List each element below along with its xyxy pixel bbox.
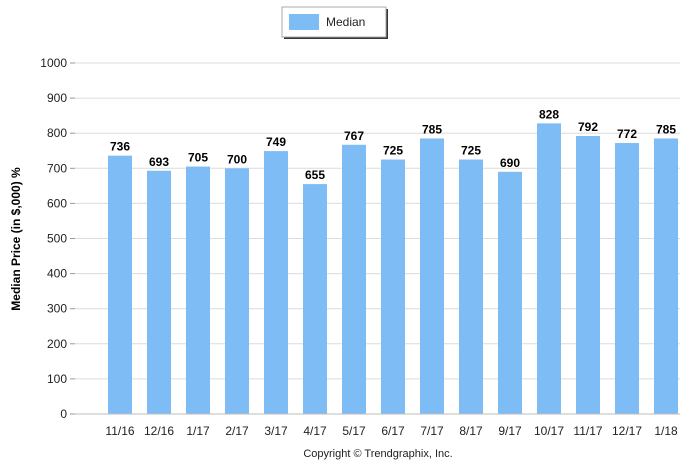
bar: [225, 168, 249, 414]
data-label: 690: [500, 156, 520, 170]
data-labels: 736 693 705 700 749 655 767 725 785 725 690 828 792 7…: [110, 107, 676, 182]
legend: Median: [281, 6, 388, 39]
bar: [264, 151, 288, 414]
x-tick-label: 8/17: [459, 424, 483, 438]
y-axis-title: Median Price (in $,000) %: [9, 167, 23, 311]
y-tick-label: 500: [47, 232, 67, 246]
data-label: 705: [188, 151, 208, 165]
y-tick-label: 300: [47, 302, 67, 316]
x-tick-label: 3/17: [264, 424, 288, 438]
bar: [420, 138, 444, 414]
x-tick-label: 1/17: [186, 424, 210, 438]
data-label: 725: [383, 144, 403, 158]
bar: [381, 159, 405, 414]
bar: [459, 159, 483, 414]
x-tick-label: 9/17: [498, 424, 522, 438]
data-label: 655: [305, 168, 325, 182]
y-tick-label: 200: [47, 337, 67, 351]
bars: [108, 123, 678, 414]
bar: [108, 155, 132, 414]
y-tick-label: 100: [47, 372, 67, 386]
y-tick-label: 1000: [40, 56, 67, 70]
bar: [147, 170, 171, 414]
data-label: 700: [227, 152, 247, 166]
x-tick-label: 5/17: [342, 424, 366, 438]
data-label: 785: [656, 122, 676, 136]
bar: [498, 171, 522, 414]
bar: [303, 184, 327, 414]
x-tick-labels: 11/16 12/16 1/17 2/17 3/17 4/17 5/17 6/17 7/17 8/…: [105, 424, 678, 438]
x-tick-label: 10/17: [534, 424, 564, 438]
data-label: 725: [461, 144, 481, 158]
data-label: 772: [617, 127, 637, 141]
legend-swatch: [289, 14, 319, 30]
data-label: 736: [110, 140, 130, 154]
bar: [615, 143, 639, 414]
x-tick-label: 12/16: [144, 424, 174, 438]
bar: [537, 123, 561, 414]
legend-label: Median: [326, 15, 365, 29]
x-tick-label: 11/16: [105, 424, 134, 438]
y-tick-labels: 0 100 200 300 400 500 600 700 800 900 1000: [40, 56, 75, 421]
y-tick-label: 0: [60, 407, 67, 421]
x-tick-label: 2/17: [225, 424, 249, 438]
bar: [186, 166, 210, 414]
data-label: 767: [344, 129, 364, 143]
y-tick-label: 700: [47, 161, 67, 175]
bar: [576, 136, 600, 414]
data-label: 828: [539, 107, 559, 121]
x-tick-label: 1/18: [654, 424, 678, 438]
x-tick-label: 6/17: [381, 424, 405, 438]
copyright-footer: Copyright © Trendgraphix, Inc.: [303, 448, 452, 460]
bar: [654, 138, 678, 414]
x-tick-label: 4/17: [303, 424, 327, 438]
x-tick-label: 7/17: [420, 424, 444, 438]
data-label: 693: [149, 155, 169, 169]
data-label: 749: [266, 135, 286, 149]
y-tick-label: 800: [47, 126, 67, 140]
bar: [342, 144, 366, 414]
data-label: 785: [422, 122, 442, 136]
x-tick-label: 11/17: [573, 424, 602, 438]
y-tick-label: 600: [47, 196, 67, 210]
data-label: 792: [578, 120, 598, 134]
x-tick-label: 12/17: [612, 424, 642, 438]
y-tick-label: 900: [47, 91, 67, 105]
y-tick-label: 400: [47, 267, 67, 281]
